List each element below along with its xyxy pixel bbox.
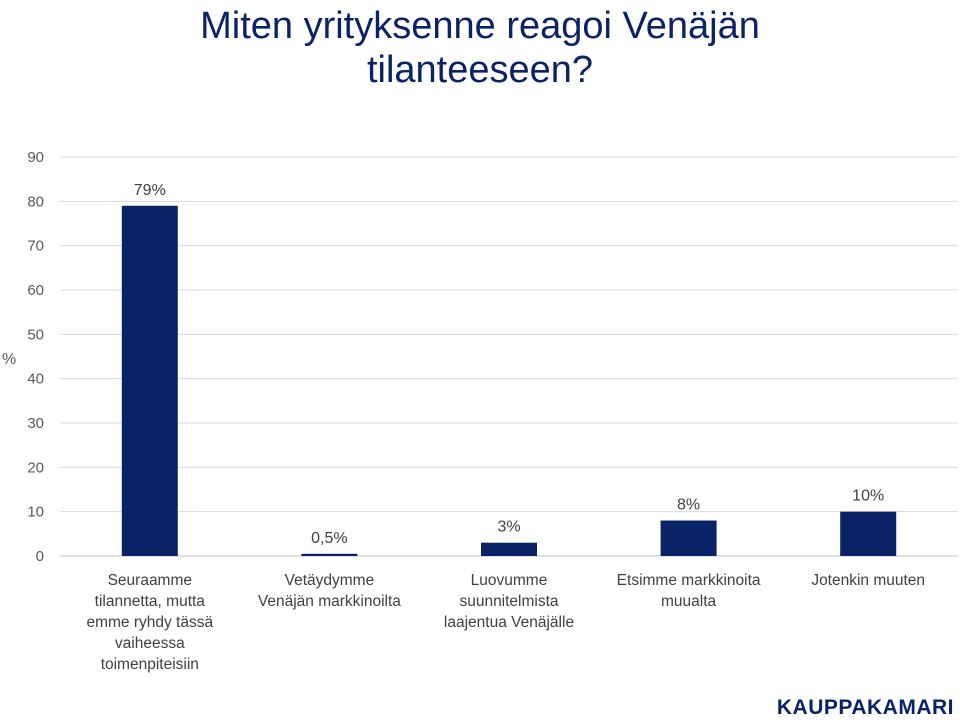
bars [121,205,897,556]
title-line-1: Miten yrityksenne reagoi Venäjän [200,5,760,47]
y-tick-label: 0 [36,548,44,565]
category-label-line: Jotenkin muuten [811,572,925,589]
category-label-line: Luovumme [471,572,548,589]
category-label-line: suunnitelmista [459,593,558,610]
data-labels: 79% 0,5% 3% 8% 10% [134,182,884,547]
kauppakamari-logo: KAUPPAKAMARI [776,696,954,719]
category-label-line: laajentua Venäjälle [444,614,574,631]
category-label-line: toimenpiteisiin [101,656,199,673]
category-label-line: Vetäydymme [285,572,375,589]
category-label-line: Venäjän markkinoilta [258,593,401,610]
y-tick-label: 50 [27,326,44,343]
y-tick-label: 40 [27,371,44,388]
data-label: 79% [134,182,166,199]
bar [660,520,717,556]
bar [121,205,178,556]
category-label: Vetäydymme Venäjän markkinoilta [258,572,401,610]
category-label-line: Seuraamme [108,572,192,589]
category-label: Jotenkin muuten [811,572,925,589]
category-label-line: muualta [661,593,717,610]
data-label: 8% [677,497,700,514]
category-label: Luovumme suunnitelmista laajentua Venäjäll… [444,572,574,631]
category-label: Seuraamme tilannetta, mutta emme ryhdy täs… [86,572,213,673]
y-axis-label: % [2,351,16,368]
data-label: 3% [497,519,520,536]
y-tick-label: 80 [27,193,44,210]
bar [840,511,897,556]
y-tick-label: 10 [27,504,44,521]
title-line-2: tilanteeseen? [366,49,594,91]
data-label: 0,5% [311,530,347,547]
chart-title: Miten yrityksenne reagoi Venäjän tilante… [0,4,960,92]
category-label-line: vaiheessa [115,635,185,652]
y-axis-ticks: 0 10 20 30 40 50 60 70 80 90 [27,149,44,565]
bar [481,542,537,556]
y-tick-label: 20 [27,459,44,476]
gridlines [60,156,958,557]
y-tick-label: 90 [27,149,44,166]
category-label: Etsimme markkinoita muualta [617,572,761,610]
category-label-line: Etsimme markkinoita [617,572,761,589]
category-labels: Seuraamme tilannetta, mutta emme ryhdy täs… [86,572,925,673]
y-tick-label: 70 [27,238,44,255]
y-tick-label: 30 [27,415,44,432]
data-label: 10% [852,488,884,505]
bar [301,553,358,556]
category-label-line: emme ryhdy tässä [86,614,213,631]
category-label-line: tilannetta, mutta [95,593,206,610]
y-tick-label: 60 [27,282,44,299]
